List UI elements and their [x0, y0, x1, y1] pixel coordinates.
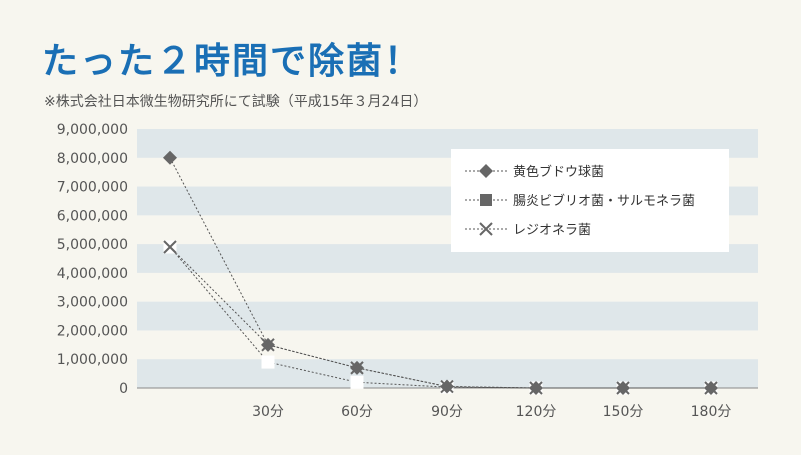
y-tick-label: 4,000,000	[57, 266, 128, 282]
y-tick-label: 5,000,000	[57, 237, 128, 253]
legend-marker	[479, 164, 493, 178]
y-tick-label: 2,000,000	[57, 323, 128, 339]
legend-label: 黄色ブドウ球菌	[513, 164, 604, 180]
grid-band	[137, 301, 758, 331]
x-tick-label: 150分	[603, 404, 644, 420]
page-title: たった２時間で除菌！	[42, 41, 423, 82]
data-point	[261, 355, 275, 369]
data-point	[704, 381, 718, 395]
data-point	[163, 150, 177, 165]
data-point	[529, 381, 543, 395]
data-point	[261, 338, 275, 352]
data-point	[440, 379, 454, 394]
x-tick-label: 30分	[252, 404, 284, 420]
legend-marker	[479, 222, 493, 236]
x-tick-label: 120分	[516, 404, 557, 420]
x-tick-label: 60分	[341, 404, 373, 420]
x-tick-label: 180分	[691, 404, 732, 420]
test-note: ※株式会社日本微生物研究所にて試験（平成15年３月24日）	[44, 94, 428, 110]
data-point	[163, 240, 177, 254]
y-tick-label: 9,000,000	[57, 122, 128, 138]
x-tick-label: 90分	[431, 404, 463, 420]
data-point	[350, 375, 364, 389]
y-tick-label: 6,000,000	[57, 208, 128, 224]
data-point	[616, 381, 630, 395]
y-tick-label: 0	[119, 381, 128, 397]
legend-label: レジオネラ菌	[513, 223, 591, 238]
y-tick-label: 3,000,000	[57, 295, 128, 311]
y-tick-label: 7,000,000	[57, 180, 128, 196]
y-tick-label: 8,000,000	[57, 151, 128, 167]
y-tick-label: 1,000,000	[57, 352, 128, 368]
legend-label: 腸炎ビブリオ菌・サルモネラ菌	[513, 193, 695, 209]
legend-marker	[480, 194, 492, 206]
data-point	[350, 361, 364, 375]
